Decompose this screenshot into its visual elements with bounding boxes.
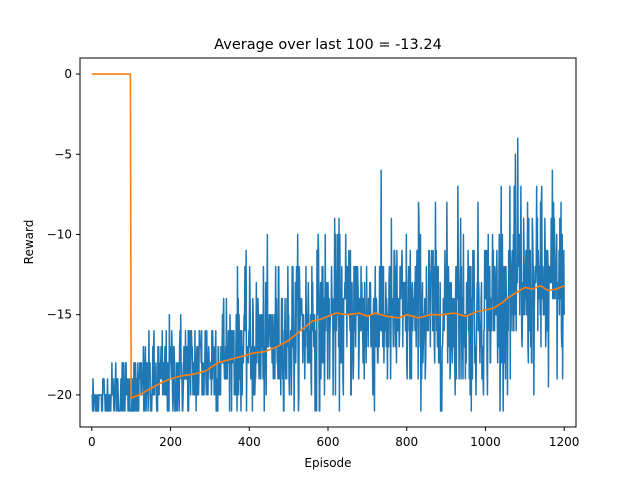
x-tick-label: 0 — [88, 435, 96, 449]
y-tick-label: −15 — [47, 308, 72, 322]
x-tick-label: 1200 — [549, 435, 580, 449]
x-tick-label: 200 — [159, 435, 182, 449]
x-tick-label: 600 — [317, 435, 340, 449]
x-tick-label: 400 — [238, 435, 261, 449]
series-reward-line — [91, 137, 565, 412]
y-tick-label: −10 — [47, 227, 72, 241]
y-tick-label: −20 — [47, 388, 72, 402]
y-axis: 0 −5 −10 −15 −20 — [47, 67, 80, 402]
x-axis: 0 200 400 600 800 1000 1200 — [88, 427, 579, 449]
x-tick-label: 1000 — [470, 435, 501, 449]
series-average-line — [91, 73, 565, 399]
x-axis-label: Episode — [304, 456, 351, 470]
chart-title: Average over last 100 = -13.24 — [214, 37, 442, 53]
y-tick-label: 0 — [64, 67, 72, 81]
x-tick-label: 800 — [395, 435, 418, 449]
y-tick-label: −5 — [54, 147, 72, 161]
y-axis-label: Reward — [22, 220, 36, 265]
series-layer — [91, 73, 565, 412]
